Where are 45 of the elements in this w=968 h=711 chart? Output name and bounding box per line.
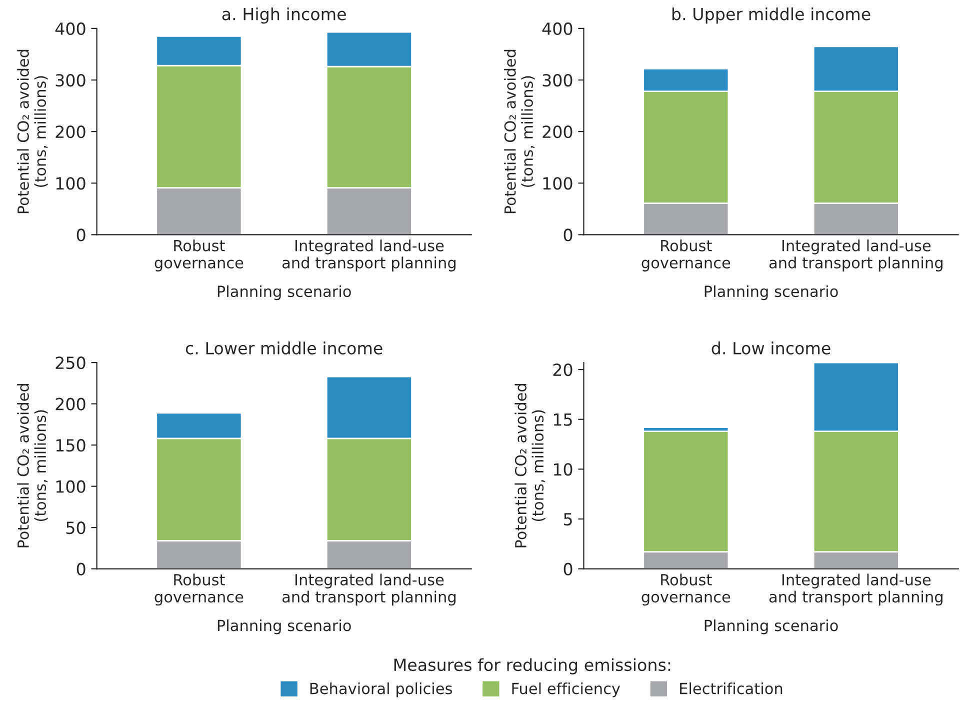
legend-label: Fuel efficiency bbox=[512, 682, 620, 698]
y-tick-label: 400 bbox=[542, 22, 572, 36]
legend-label: Electrification bbox=[680, 682, 782, 694]
x-tick-label: Integrated land-use and transport planning bbox=[282, 240, 456, 272]
y-tick-label: 10 bbox=[554, 463, 572, 476]
y-tick-label: 0 bbox=[76, 228, 86, 242]
y-tick-label: 0 bbox=[564, 562, 572, 576]
x-tick-label: Integrated land-use and transport planning bbox=[769, 240, 942, 272]
x-tick-label: Robust governance bbox=[642, 240, 730, 272]
chart-title: d. Low income bbox=[712, 342, 830, 354]
y-tick-label: 0 bbox=[564, 228, 572, 242]
y-tick-label: 0 bbox=[76, 562, 86, 576]
y-tick-label: 100 bbox=[56, 177, 86, 190]
y-axis-title: Potential CO₂ avoided (tons, millions) bbox=[514, 384, 546, 548]
x-axis-title: Planning scenario bbox=[704, 619, 838, 634]
y-tick-label: 200 bbox=[56, 398, 86, 410]
chart-title: b. Upper middle income bbox=[672, 7, 870, 24]
y-tick-label: 200 bbox=[56, 126, 86, 138]
x-tick-label: Integrated land-use and transport planning bbox=[282, 574, 456, 606]
y-tick-label: 100 bbox=[56, 480, 86, 493]
y-tick-label: 20 bbox=[553, 363, 572, 376]
chart-title: a. High income bbox=[222, 7, 346, 24]
y-tick-label: 300 bbox=[56, 74, 86, 87]
y-axis-title: Potential CO₂ avoided (tons, millions) bbox=[17, 50, 48, 214]
y-tick-label: 50 bbox=[66, 522, 86, 534]
y-tick-label: 250 bbox=[56, 356, 86, 370]
y-tick-label: 100 bbox=[543, 177, 572, 190]
y-tick-label: 300 bbox=[542, 74, 572, 87]
y-tick-label: 400 bbox=[55, 22, 86, 36]
legend-label: Behavioral policies bbox=[310, 682, 452, 698]
x-tick-label: Robust governance bbox=[642, 574, 730, 606]
y-tick-label: 150 bbox=[56, 439, 86, 452]
chart-title: c. Lower middle income bbox=[186, 342, 382, 354]
y-tick-label: 15 bbox=[554, 414, 572, 426]
x-axis-title: Planning scenario bbox=[704, 285, 838, 300]
x-axis-title: Planning scenario bbox=[218, 619, 351, 634]
y-axis-title: Potential CO₂ avoided (tons, millions) bbox=[504, 50, 535, 214]
x-axis-title: Planning scenario bbox=[218, 285, 351, 300]
y-axis-title: Potential CO₂ avoided (tons, millions) bbox=[17, 384, 48, 548]
x-tick-label: Robust governance bbox=[154, 574, 244, 606]
legend-title: Measures for reducing emissions: bbox=[394, 658, 670, 674]
x-tick-label: Integrated land-use and transport planning bbox=[769, 574, 942, 606]
x-tick-label: Robust governance bbox=[154, 240, 244, 272]
y-tick-label: 5 bbox=[564, 513, 572, 526]
y-tick-label: 200 bbox=[542, 126, 572, 138]
